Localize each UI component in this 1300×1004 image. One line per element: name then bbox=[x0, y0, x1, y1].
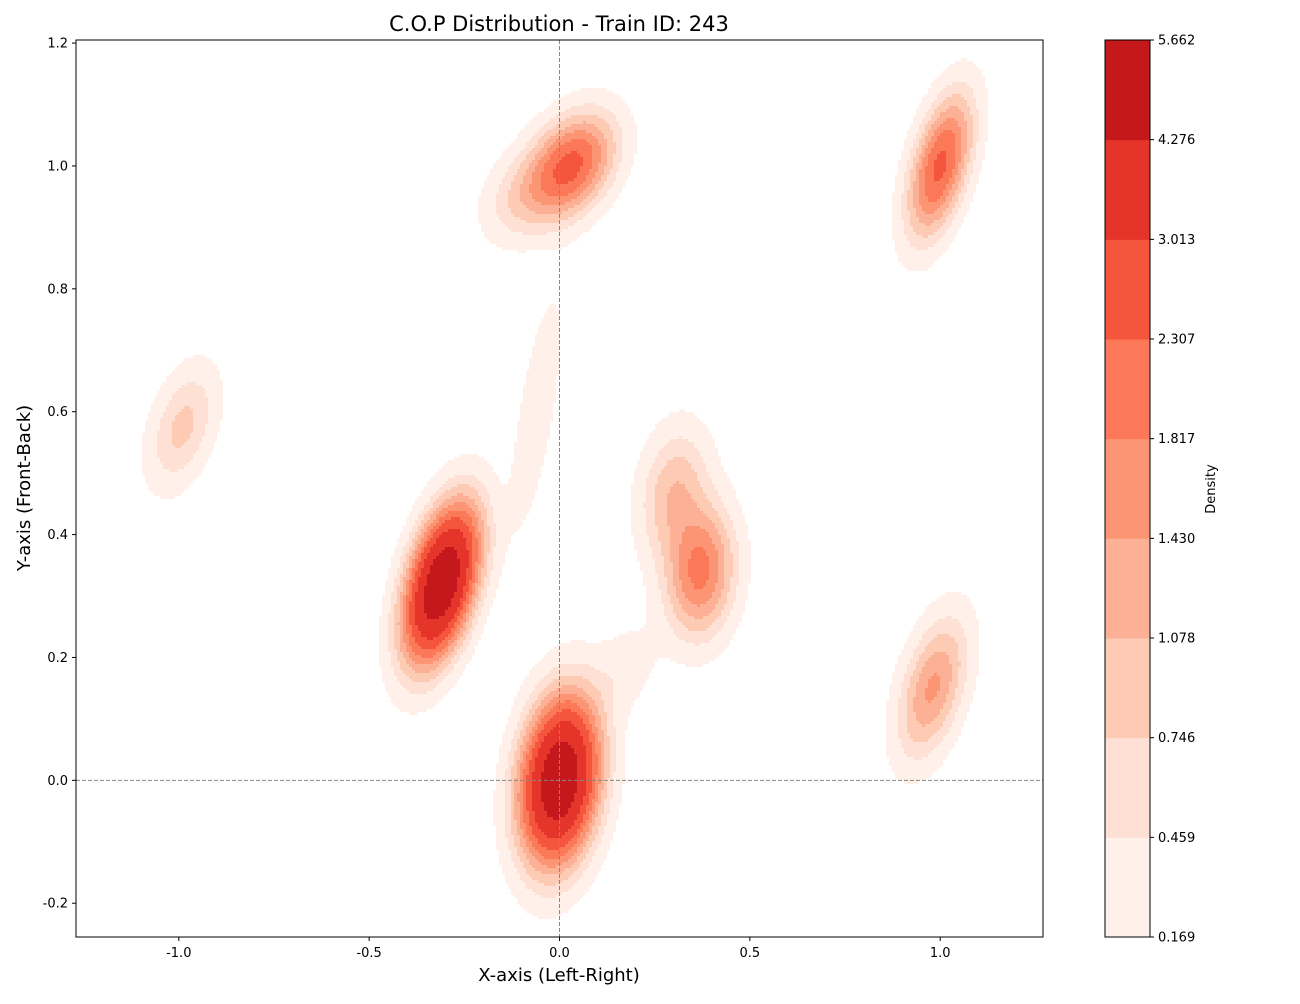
colorbar-band-7 bbox=[1105, 140, 1150, 240]
y-tick-label: 0.8 bbox=[47, 282, 68, 297]
reference-lines bbox=[76, 40, 1043, 937]
y-tick-label: 0.4 bbox=[47, 528, 68, 543]
colorbar-band-2 bbox=[1105, 638, 1150, 738]
x-tick-label: 1.0 bbox=[930, 946, 951, 961]
colorbar-band-4 bbox=[1105, 439, 1150, 539]
colorbar-band-1 bbox=[1105, 738, 1150, 838]
y-tick-label: 0.6 bbox=[47, 405, 68, 420]
y-axis-label: Y-axis (Front-Back) bbox=[14, 405, 35, 572]
y-tick-label: -0.2 bbox=[43, 897, 68, 912]
colorbar-tick-label: 1.078 bbox=[1158, 632, 1195, 647]
colorbar-tick-label: 3.013 bbox=[1158, 233, 1195, 248]
colorbar-tick-label: 0.459 bbox=[1158, 831, 1195, 846]
x-tick-label: -0.5 bbox=[356, 946, 381, 961]
colorbar-tick-label: 4.276 bbox=[1158, 133, 1195, 148]
colorbar-label: Density bbox=[1204, 464, 1219, 514]
colorbar-band-5 bbox=[1105, 339, 1150, 439]
y-tick-label: 1.2 bbox=[47, 37, 68, 52]
y-tick-label: 0.0 bbox=[47, 774, 68, 789]
x-axis-ticks: -1.0 -0.5 0.0 0.5 1.0 bbox=[166, 937, 950, 961]
y-tick-label: 0.2 bbox=[47, 651, 68, 666]
colorbar-tick-label: 2.307 bbox=[1158, 333, 1195, 348]
x-tick-label: 0.5 bbox=[740, 946, 761, 961]
colorbar-tick-label: 0.169 bbox=[1158, 931, 1195, 946]
colorbar-band-8 bbox=[1105, 40, 1150, 140]
chart-title: C.O.P Distribution - Train ID: 243 bbox=[389, 12, 729, 36]
colorbar-band-3 bbox=[1105, 538, 1150, 638]
colorbar: 0.169 0.459 0.746 1.078 1.430 1.817 2.307 3.013… bbox=[1105, 34, 1195, 946]
x-tick-label: -1.0 bbox=[166, 946, 191, 961]
x-axis-label: X-axis (Left-Right) bbox=[478, 965, 640, 986]
density-contours bbox=[142, 58, 988, 919]
y-tick-label: 1.0 bbox=[47, 159, 68, 174]
colorbar-tick-label: 0.746 bbox=[1158, 731, 1195, 746]
colorbar-tick-label: 1.430 bbox=[1158, 532, 1195, 547]
colorbar-tick-label: 5.662 bbox=[1158, 34, 1195, 49]
colorbar-band-6 bbox=[1105, 239, 1150, 339]
x-tick-label: 0.0 bbox=[549, 946, 570, 961]
colorbar-band-0 bbox=[1105, 837, 1150, 937]
y-axis-ticks: -0.2 0.0 0.2 0.4 0.6 0.8 1.0 1.2 bbox=[43, 37, 76, 912]
colorbar-tick-label: 1.817 bbox=[1158, 432, 1195, 447]
